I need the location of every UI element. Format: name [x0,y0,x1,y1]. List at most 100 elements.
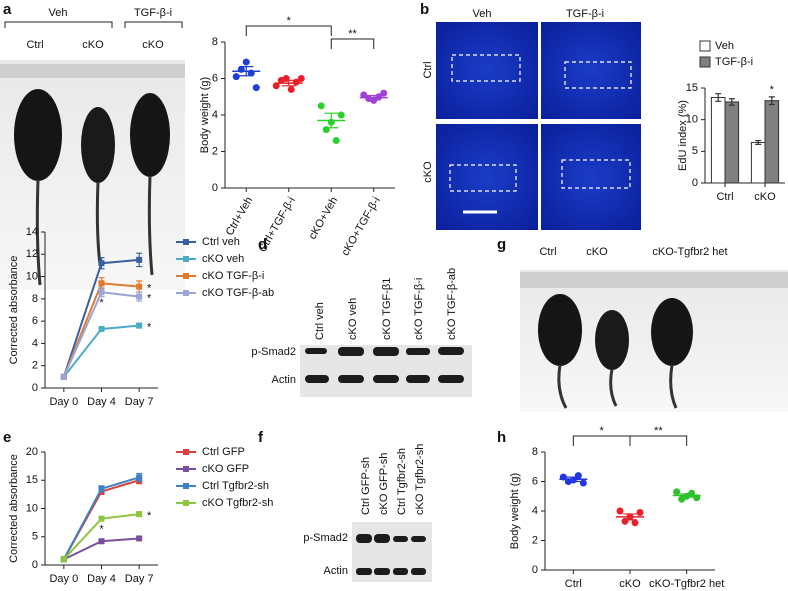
x-tick-label: Ctrl [565,578,582,590]
x-tick-label: cKO [619,578,641,590]
x-tick-label: cKO-Tgfbr2 het [649,578,724,590]
marker [136,283,143,290]
ruler [0,64,185,78]
roi [561,159,631,189]
legend-label: cKO GFP [202,463,249,475]
column-label: Veh [473,8,492,20]
x-tick-label: Day 0 [49,396,78,408]
y-tick-label: 5 [32,531,38,543]
x-tick-label: Day 7 [125,396,154,408]
photo-g: Ctrl cKO cKO-Tgfbr2 het [520,246,788,412]
group-label: TGF-β-i [134,7,172,19]
marker [98,325,105,332]
marker [136,511,143,518]
row-label: Ctrl [422,61,434,78]
marker [60,556,67,563]
point [332,137,340,145]
marker [136,474,143,481]
y-axis-label: Corrected absorbance [8,256,20,365]
bar [750,141,766,184]
micrograph [541,124,641,230]
micrograph [436,124,538,230]
legend-marker [183,290,189,296]
blot-row-label: p-Smad2 [303,532,348,544]
band [374,534,390,543]
significance-bracket [330,38,375,49]
y-tick-label: 2 [32,360,38,372]
legend-label: cKO TGF-β-i [202,270,264,282]
y-tick-label: 2 [212,145,218,157]
legend-marker [183,500,189,506]
panel-label: b [420,1,429,18]
roi [449,164,517,192]
lane-label: Ctrl GFP-sh [360,457,372,515]
band [305,348,327,354]
error-bar [623,513,637,521]
y-tick-label: 0 [32,382,38,394]
panel-label: f [258,429,264,446]
point [636,508,644,516]
error-bar [728,98,735,106]
y-tick-label: 0 [32,559,38,571]
band [411,536,426,542]
error-bar [281,79,296,87]
band [438,375,464,383]
x-tick-label: Ctrl [716,191,733,203]
y-tick-label: 10 [26,270,38,282]
legend-marker [183,466,189,472]
ruler [520,272,788,288]
point [252,84,260,92]
y-axis-label: Body weight (g) [509,473,521,549]
point [232,73,240,81]
lane-label: cKO TGF-β-i [413,278,425,340]
x-tick-label: cKO+TGF-β-i [340,195,383,258]
y-tick-label: 6 [532,475,538,487]
point [574,472,582,480]
lane-label: Ctrl veh [314,302,326,340]
lane-label: cKO GFP-sh [378,453,390,515]
y-tick-label: 8 [532,446,538,458]
y-axis-label: Body weight (g) [199,77,211,153]
point [337,111,345,119]
band [338,347,364,356]
legend-label: Ctrl veh [202,236,240,248]
marker [98,260,105,267]
marker [60,373,67,380]
point [380,89,388,97]
column-label: TGF-β-i [566,8,604,20]
marker [98,538,105,545]
legend-marker [183,483,189,489]
legend-swatch [699,40,711,52]
mouse [651,298,693,366]
legend-label: Ctrl GFP [202,446,245,458]
y-axis-label: EdU index (%) [677,100,689,171]
y-tick-label: 15 [686,82,698,94]
error-bar [239,66,254,77]
significance-label: * [147,283,152,295]
band [373,375,399,383]
x-tick-label: Ctrl+TGF-β-i [257,195,298,254]
roi [451,54,521,82]
photo-a: Veh TGF-β-i Ctrl cKO cKO [0,7,185,290]
band [356,534,372,543]
significance-label: * [770,84,775,96]
micrograph [436,22,538,119]
point [317,102,325,110]
y-tick-label: 12 [26,248,38,260]
legend-swatch [699,56,711,68]
band [338,375,364,383]
lane-label: Ctrl Tgfbr2-sh [396,448,408,515]
legend-marker [183,239,189,245]
marker [98,289,105,296]
marker [136,293,143,300]
legend-label: TGF-β-i [715,56,753,68]
significance-label: * [99,524,104,536]
y-tick-label: 14 [26,226,38,238]
point [360,91,368,99]
bar [724,101,740,184]
y-tick-label: 5 [692,145,698,157]
mouse [81,107,115,183]
band [305,375,329,383]
y-tick-label: 4 [532,505,538,517]
